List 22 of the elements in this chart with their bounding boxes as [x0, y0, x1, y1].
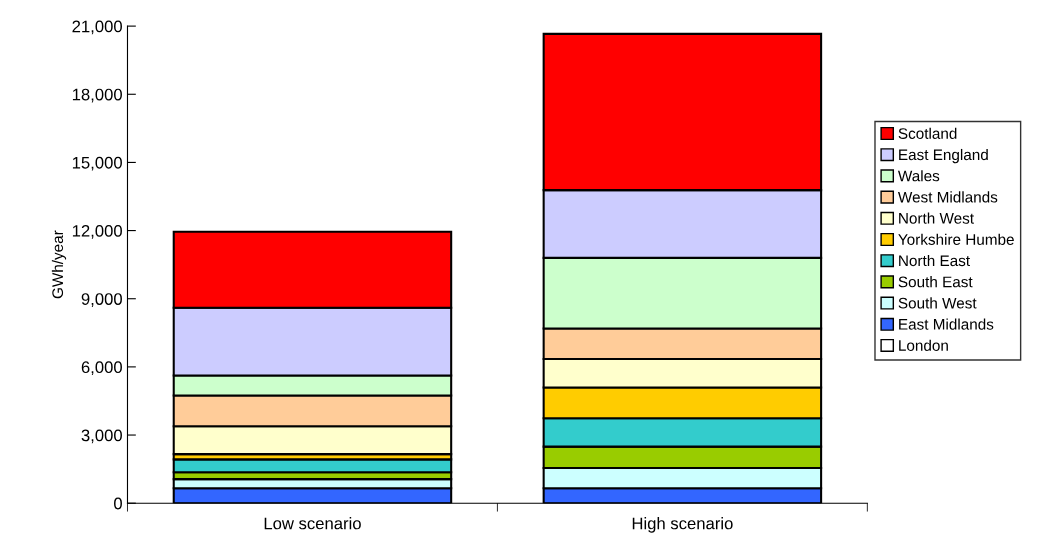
y-tick-label: 21,000 [72, 20, 122, 35]
legend-label: Yorkshire Humbe [898, 233, 1014, 245]
legend-label: West Midlands [897, 191, 998, 203]
legend-label: London [899, 339, 948, 351]
legend-label: North West [899, 212, 974, 224]
x-tick-label: Low scenario [264, 517, 361, 530]
y-tick-label: 0 [114, 497, 122, 510]
legend-label: North East [899, 254, 970, 267]
x-tick-label: High scenario [632, 517, 733, 533]
legend-label: Scotland [898, 127, 957, 139]
legend-label: South East [898, 276, 973, 288]
y-tick-label: 18,000 [72, 88, 122, 103]
y-tick-label: 15,000 [72, 156, 122, 171]
y-axis-title: GWh/year [51, 230, 67, 299]
y-tick-label: 12,000 [72, 224, 122, 239]
legend-label: South West [898, 297, 977, 309]
y-tick-label: 9,000 [81, 293, 122, 307]
y-tick-label: 3,000 [81, 429, 122, 444]
legend-label: East England [899, 148, 988, 164]
y-tick-label: 6,000 [81, 361, 122, 376]
legend-label: Wales [897, 170, 940, 182]
legend-label: East Midlands [899, 318, 994, 330]
